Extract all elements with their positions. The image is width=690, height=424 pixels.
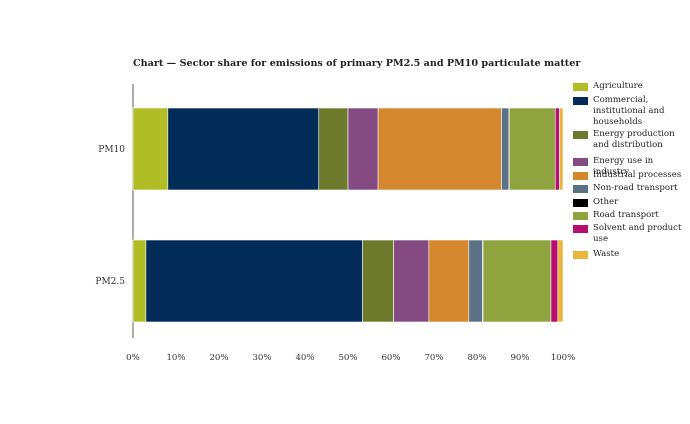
legend-label: Energy use in industry xyxy=(593,156,654,178)
bar-segment-pm25-8 xyxy=(550,239,559,323)
bar-segment-pm25-5 xyxy=(468,239,483,323)
bar-segment-pm10-8 xyxy=(554,107,560,191)
legend-swatch xyxy=(573,251,588,259)
x-tick-label: 80% xyxy=(467,353,486,363)
legend-swatch xyxy=(573,83,588,91)
legend-label: Other xyxy=(593,197,619,207)
legend-label: Non-road transport xyxy=(593,183,678,193)
category-label: PM2.5 xyxy=(95,277,125,287)
bar-segment-pm10-4 xyxy=(377,107,502,191)
bar-segment-pm25-1 xyxy=(145,239,363,323)
legend-swatch xyxy=(573,172,588,180)
bar-segment-pm10-7 xyxy=(508,107,556,191)
x-tick-label: 20% xyxy=(209,353,228,363)
legend-label: Energy production and distribution xyxy=(593,129,675,151)
legend-label: Waste xyxy=(593,249,620,259)
bar-segment-pm25-2 xyxy=(362,239,394,323)
legend-label: Industrial processes xyxy=(593,170,682,180)
bar-segment-pm10-2 xyxy=(318,107,349,191)
bar-segment-pm25-9 xyxy=(557,239,564,323)
bar-segment-pm25-3 xyxy=(393,239,430,323)
bar-segment-pm10-9 xyxy=(559,107,564,191)
x-tick-label: 0% xyxy=(126,353,140,363)
bar-segment-pm25-0 xyxy=(132,239,147,323)
category-label: PM10 xyxy=(98,145,125,155)
bar-segment-pm25-4 xyxy=(428,239,470,323)
bar-segment-pm10-5 xyxy=(501,107,510,191)
x-tick-label: 90% xyxy=(510,353,529,363)
legend-label: Solvent and product use xyxy=(593,223,682,245)
legend-label: Commercial, institutional and households xyxy=(593,95,665,128)
bar-segment-pm10-3 xyxy=(347,107,379,191)
x-tick-label: 100% xyxy=(551,353,576,363)
x-tick-label: 50% xyxy=(338,353,357,363)
legend-swatch xyxy=(573,212,588,220)
x-tick-label: 30% xyxy=(252,353,271,363)
legend-swatch xyxy=(573,199,588,207)
x-tick-label: 70% xyxy=(424,353,443,363)
chart-title: Chart — Sector share for emissions of pr… xyxy=(133,58,581,69)
legend-swatch xyxy=(573,158,588,166)
legend-swatch xyxy=(573,131,588,139)
x-tick-label: 40% xyxy=(295,353,314,363)
legend-label: Road transport xyxy=(593,210,659,220)
legend-swatch xyxy=(573,225,588,233)
bar-segment-pm10-1 xyxy=(167,107,320,191)
bar-segment-pm25-7 xyxy=(482,239,552,323)
bar-segment-pm10-0 xyxy=(132,107,169,191)
x-tick-label: 60% xyxy=(381,353,400,363)
x-tick-label: 10% xyxy=(166,353,185,363)
legend-swatch xyxy=(573,185,588,193)
legend-swatch xyxy=(573,97,588,105)
legend-label: Agriculture xyxy=(593,81,643,91)
